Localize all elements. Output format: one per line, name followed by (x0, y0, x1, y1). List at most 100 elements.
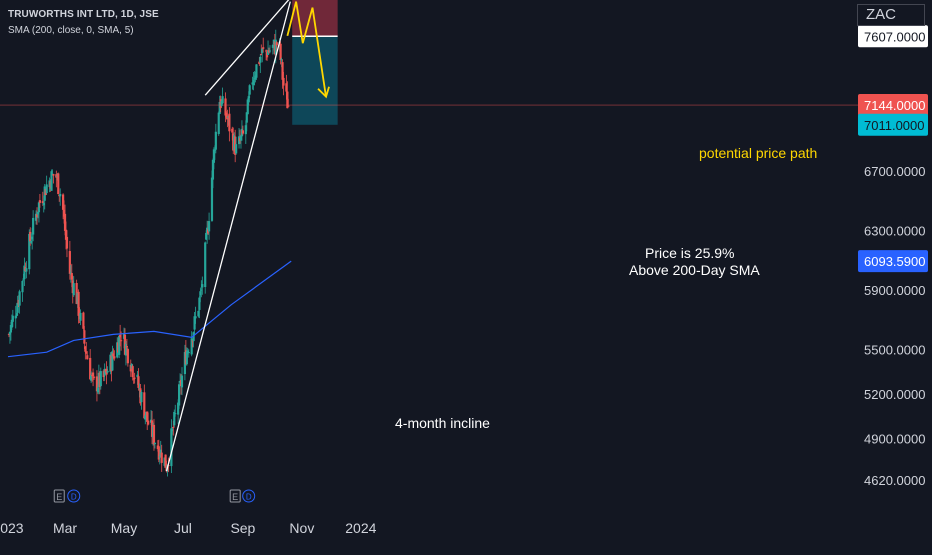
candle-body (152, 424, 156, 445)
trendline-lower[interactable] (165, 1, 291, 472)
candle-body (268, 50, 272, 52)
candle-body (287, 105, 290, 107)
candle-body (68, 251, 71, 274)
candle-body (213, 149, 216, 151)
candle-body (126, 349, 129, 364)
candle-body (37, 202, 41, 213)
candle-body (197, 310, 200, 317)
x-tick-label: May (111, 520, 137, 536)
candle-body (8, 331, 12, 335)
candle-body (178, 384, 181, 406)
candle-body (271, 44, 274, 48)
candle-body (241, 130, 245, 134)
symbol-title[interactable]: TRUWORTHS INT LTD, 1D, JSE (8, 9, 159, 20)
candle-body (16, 302, 19, 313)
candle-body (180, 375, 184, 388)
candle-body (207, 229, 210, 234)
dividend-marker-label: D (71, 493, 77, 502)
x-tick-label: Nov (289, 520, 314, 536)
price-label-target-text: 7011.0000 (864, 118, 925, 133)
price-label-target[interactable] (858, 113, 928, 136)
candle-body (204, 242, 207, 288)
candle-body (41, 201, 44, 204)
candle-body (239, 135, 243, 141)
candle-body (10, 319, 13, 328)
x-axis-bg (0, 508, 932, 550)
candle-body (86, 355, 89, 360)
x-axis[interactable]: 2023 Mar May Jul Sep Nov 2024 (0, 508, 932, 550)
candle-body (185, 351, 188, 365)
candle-body (125, 346, 129, 348)
candle-body (280, 59, 283, 61)
candle-body (173, 411, 176, 426)
candle-body (82, 312, 85, 329)
candle-body (201, 284, 204, 288)
x-tick-label: 2023 (0, 520, 24, 536)
candle-body (228, 113, 231, 132)
candle-body (164, 454, 167, 468)
candle-body (190, 338, 193, 355)
candle-body (186, 350, 189, 353)
candle-body (140, 392, 143, 403)
candle-body (103, 368, 106, 376)
candle-body (23, 265, 26, 280)
y-tick-label: 5200.0000 (864, 387, 925, 402)
candle-body (252, 79, 255, 86)
y-tick-label: 5500.0000 (864, 342, 925, 357)
x-tick-label: Sep (230, 520, 255, 536)
candle-body (14, 315, 17, 319)
candle-body (136, 374, 139, 378)
candle-body (244, 125, 247, 135)
price-label-last[interactable] (858, 94, 928, 117)
candle-body (177, 402, 180, 415)
sma-line (7, 260, 292, 358)
dividend-marker-icon[interactable] (242, 489, 256, 503)
earnings-marker-icon[interactable] (229, 489, 241, 503)
candle-body (11, 315, 14, 322)
candle-body (29, 231, 32, 242)
candle-body (194, 316, 197, 319)
x-tick-label: Mar (53, 520, 77, 536)
earnings-marker-icon[interactable] (53, 489, 65, 503)
candle-body (64, 229, 68, 240)
candle-body (62, 194, 65, 210)
annotation-sma-line2: Above 200-Day SMA (629, 262, 760, 278)
indicator-legend[interactable]: SMA (200, close, 0, SMA, 5) (8, 25, 134, 36)
candle-body (212, 149, 216, 163)
sma-200-line[interactable] (7, 260, 292, 358)
candle-body (199, 291, 202, 296)
candle-body (221, 96, 224, 104)
potential-path-line[interactable] (286, 1, 327, 97)
price-label-stop[interactable] (858, 25, 928, 48)
candle-body (193, 316, 196, 330)
price-label-stop-text: 7607.0000 (864, 29, 925, 44)
dividend-marker-icon[interactable] (67, 489, 81, 503)
y-axis[interactable]: 6700.0000 6300.0000 5900.0000 5500.0000 5200… (858, 25, 928, 488)
candle-body (95, 376, 99, 392)
candle-body (137, 376, 140, 388)
candle-body (89, 357, 92, 380)
y-tick-label: 6700.0000 (864, 164, 925, 179)
candle-body (28, 233, 31, 270)
currency-badge[interactable]: ZAC (857, 4, 925, 26)
candle-body (247, 96, 250, 103)
candle-body (113, 356, 116, 359)
candle-body (120, 340, 123, 342)
candle-body (235, 144, 238, 154)
candle-body (15, 313, 18, 316)
candle-body (34, 213, 38, 221)
candle-body (210, 177, 214, 221)
candle-body (31, 236, 34, 240)
candle-body (282, 77, 285, 86)
target-zone[interactable] (292, 36, 338, 125)
price-label-sma[interactable] (858, 250, 928, 273)
candle-body (32, 217, 35, 235)
candle-body (275, 42, 278, 46)
candle-body (36, 211, 40, 215)
candle-body (211, 159, 215, 180)
trendline-upper[interactable] (204, 0, 292, 96)
candle-body (245, 112, 248, 123)
